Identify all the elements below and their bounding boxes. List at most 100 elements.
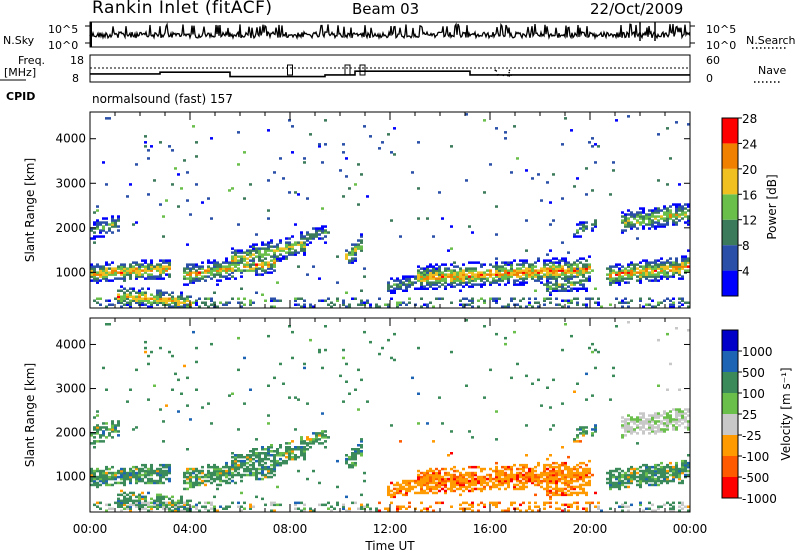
data-cell [480, 285, 483, 288]
data-cell [150, 267, 153, 270]
data-cell [120, 289, 123, 292]
data-cell [423, 475, 426, 479]
data-cell [168, 305, 171, 308]
data-cell [609, 475, 612, 479]
data-cell [279, 461, 282, 465]
data-cell [366, 301, 369, 304]
data-cell [144, 293, 147, 296]
data-cell [384, 507, 387, 510]
data-cell [147, 398, 150, 401]
data-cell [585, 501, 588, 505]
data-cell [312, 438, 315, 441]
data-cell [624, 428, 627, 431]
data-cell [306, 438, 309, 441]
data-cell [357, 203, 360, 206]
data-cell [159, 493, 162, 497]
data-cell [246, 455, 249, 459]
data-cell [447, 283, 450, 286]
data-cell [618, 483, 621, 487]
data-cell [360, 303, 363, 306]
data-cell [210, 303, 213, 306]
data-cell [678, 297, 681, 300]
data-cell [111, 483, 114, 487]
velocity-colorbar-swatch [722, 477, 738, 498]
data-cell [537, 273, 540, 276]
data-cell [129, 507, 132, 510]
data-cell [291, 452, 294, 455]
data-cell [186, 303, 189, 306]
data-cell [678, 414, 681, 417]
data-cell [108, 117, 111, 120]
data-cell [684, 461, 687, 465]
data-cell [687, 473, 690, 477]
data-cell [492, 485, 495, 489]
data-cell [273, 305, 276, 308]
data-cell [459, 299, 462, 302]
data-cell [639, 416, 642, 419]
data-cell [117, 481, 120, 485]
data-cell [105, 221, 108, 224]
data-cell [252, 263, 255, 266]
data-cell [621, 483, 624, 487]
data-cell [93, 446, 96, 449]
data-cell [648, 471, 651, 475]
data-cell [675, 211, 678, 214]
data-cell [318, 145, 321, 148]
data-cell [393, 291, 396, 294]
data-cell [138, 479, 141, 483]
data-cell [651, 416, 654, 419]
data-cell [108, 299, 111, 302]
data-cell [654, 509, 657, 512]
data-cell [138, 497, 141, 501]
data-cell [492, 277, 495, 280]
data-cell [666, 416, 669, 419]
data-cell [90, 434, 93, 437]
data-cell [132, 471, 135, 475]
data-cell [624, 267, 627, 270]
data-cell [111, 422, 114, 425]
data-cell [252, 243, 255, 246]
data-cell [252, 467, 255, 471]
data-cell [153, 301, 156, 304]
data-cell [495, 483, 498, 487]
data-cell [219, 473, 222, 477]
data-cell [615, 263, 618, 266]
data-cell [126, 295, 129, 298]
data-cell [417, 481, 420, 485]
data-cell [669, 265, 672, 268]
data-cell [297, 297, 300, 300]
data-cell [513, 269, 516, 272]
data-cell [309, 241, 312, 244]
data-cell [381, 141, 384, 144]
data-cell [531, 509, 534, 512]
data-cell [228, 273, 231, 276]
data-cell [261, 467, 264, 471]
data-cell [159, 295, 162, 298]
data-cell [135, 299, 138, 302]
data-cell [648, 477, 651, 481]
data-cell [459, 275, 462, 278]
data-cell [501, 267, 504, 270]
data-cell [642, 219, 645, 222]
data-cell [579, 487, 582, 491]
data-cell [144, 135, 147, 138]
data-cell [657, 207, 660, 210]
data-cell [123, 275, 126, 278]
data-cell [684, 416, 687, 419]
data-cell [405, 283, 408, 286]
x-tick-label: 16:00 [473, 522, 508, 536]
data-cell [162, 235, 165, 238]
data-cell [684, 459, 687, 463]
data-cell [420, 509, 423, 512]
data-cell [273, 171, 276, 174]
data-cell [576, 303, 579, 306]
data-cell [282, 249, 285, 252]
data-cell [183, 159, 186, 162]
power-colorbar-tick: 28 [742, 112, 757, 126]
data-cell [99, 471, 102, 475]
data-cell [555, 501, 558, 505]
data-cell [444, 491, 447, 495]
data-cell [489, 269, 492, 272]
data-cell [219, 267, 222, 270]
data-cell [207, 269, 210, 272]
